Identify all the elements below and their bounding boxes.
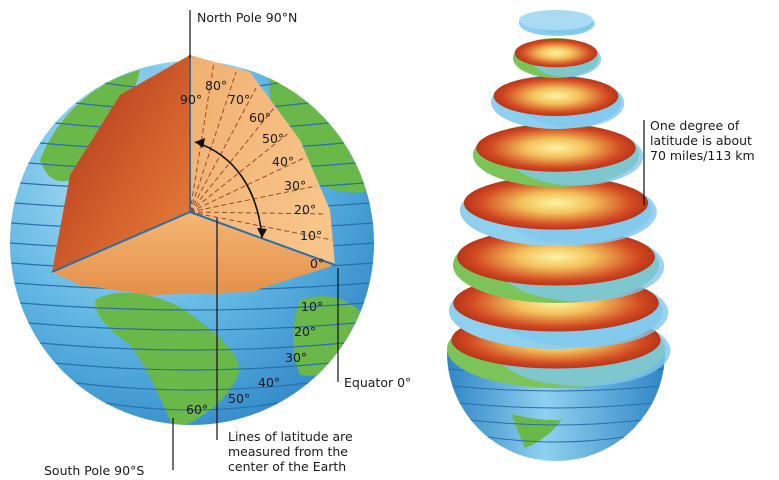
latitude-slice bbox=[491, 75, 625, 129]
deg-70: 70° bbox=[228, 92, 250, 107]
slice-core bbox=[476, 124, 636, 172]
north-degree-labels: 90° 80° 70° 60° 50° 40° 30° 20° 10° 0° bbox=[180, 78, 324, 271]
one-degree-line-3: 70 miles/113 km bbox=[650, 148, 755, 163]
latitude-slice bbox=[473, 123, 644, 187]
stack-latitude-line bbox=[487, 436, 625, 443]
lines-measured-line-1: Lines of latitude are bbox=[228, 429, 353, 444]
globe-latitude-line bbox=[105, 402, 279, 411]
deg-30: 30° bbox=[284, 178, 306, 193]
deg-50: 50° bbox=[262, 131, 284, 146]
deg-south-40: 40° bbox=[258, 375, 280, 390]
latitude-slice bbox=[513, 38, 602, 78]
globe-latitude-line bbox=[55, 362, 329, 371]
wedge-ray bbox=[189, 71, 237, 213]
slice-core bbox=[514, 38, 598, 68]
arc-arrowhead-bottom bbox=[257, 228, 267, 238]
wedge-edge-outline bbox=[51, 55, 336, 273]
lines-measured-line-2: measured from the bbox=[228, 444, 348, 459]
globe-latitude-line bbox=[20, 302, 364, 311]
equator-label: Equator 0° bbox=[344, 375, 411, 390]
deg-south-10: 10° bbox=[301, 299, 323, 314]
wedge-ray bbox=[189, 61, 215, 213]
deg-80: 80° bbox=[205, 78, 227, 93]
one-degree-line-1: One degree of bbox=[650, 118, 740, 133]
south-degree-labels: 10° 20° 30° 40° 50° 60° bbox=[186, 299, 323, 417]
deg-60: 60° bbox=[249, 110, 271, 125]
globe-latitude-line bbox=[28, 322, 356, 331]
slice-cap bbox=[519, 10, 593, 30]
deg-south-50: 50° bbox=[228, 391, 250, 406]
stack-latitude-line bbox=[470, 419, 642, 426]
wedge-ray bbox=[189, 131, 291, 213]
slice-core bbox=[493, 76, 619, 116]
wedge-ray bbox=[189, 157, 305, 213]
lines-measured-line-3: center of the Earth bbox=[228, 459, 346, 474]
south-pole-label: South Pole 90°S bbox=[44, 463, 144, 478]
deg-90: 90° bbox=[180, 92, 202, 107]
globe-latitude-line bbox=[75, 382, 309, 391]
one-degree-line-2: latitude is about bbox=[650, 133, 752, 148]
globe-latitude-line bbox=[39, 342, 345, 351]
globe-cutaway: 90° 80° 70° 60° 50° 40° 30° 20° 10° 0° 1… bbox=[10, 10, 374, 470]
slice-core bbox=[463, 176, 649, 230]
stack-latitude-line bbox=[452, 385, 660, 392]
south-america-land bbox=[95, 292, 240, 425]
deg-south-30: 30° bbox=[285, 350, 307, 365]
latitude-slice bbox=[453, 227, 665, 303]
north-pole-label: North Pole 90°N bbox=[197, 10, 297, 25]
wedge-left-face bbox=[52, 55, 190, 272]
deg-10: 10° bbox=[300, 228, 322, 243]
deg-0: 0° bbox=[310, 256, 324, 271]
deg-40: 40° bbox=[272, 154, 294, 169]
latitude-slices-stack bbox=[447, 10, 671, 461]
arc-arrowhead-top bbox=[195, 138, 205, 148]
wedge-floor bbox=[52, 212, 335, 295]
deg-south-20: 20° bbox=[294, 324, 316, 339]
latitude-slice bbox=[519, 10, 595, 36]
measurement-arc bbox=[194, 141, 263, 239]
deg-20: 20° bbox=[294, 202, 316, 217]
wedge-ray bbox=[189, 107, 275, 213]
deg-south-60: 60° bbox=[186, 402, 208, 417]
latitude-slice bbox=[460, 175, 657, 246]
stack-latitude-line bbox=[459, 402, 653, 409]
slice-core bbox=[457, 228, 655, 286]
